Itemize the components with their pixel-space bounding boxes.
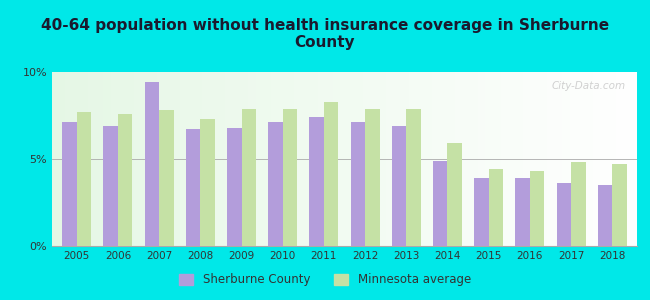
- Bar: [268, 122, 283, 246]
- Bar: [186, 129, 200, 246]
- Bar: [365, 109, 380, 246]
- Text: 40-64 population without health insurance coverage in Sherburne
County: 40-64 population without health insuranc…: [41, 18, 609, 50]
- Bar: [406, 109, 421, 246]
- Bar: [227, 128, 242, 246]
- Bar: [324, 102, 338, 246]
- Bar: [309, 117, 324, 246]
- Text: City-Data.com: City-Data.com: [551, 81, 625, 91]
- Bar: [530, 171, 544, 246]
- Bar: [145, 82, 159, 246]
- Bar: [118, 114, 133, 246]
- Bar: [598, 185, 612, 246]
- Bar: [283, 109, 297, 246]
- Bar: [159, 110, 174, 246]
- Bar: [571, 163, 586, 246]
- Bar: [103, 126, 118, 246]
- Bar: [515, 178, 530, 246]
- Bar: [242, 109, 256, 246]
- Bar: [392, 126, 406, 246]
- Bar: [351, 122, 365, 246]
- Legend: Sherburne County, Minnesota average: Sherburne County, Minnesota average: [174, 269, 476, 291]
- Bar: [433, 161, 447, 246]
- Bar: [489, 169, 503, 246]
- Bar: [556, 183, 571, 246]
- Bar: [612, 164, 627, 246]
- Bar: [474, 178, 489, 246]
- Bar: [447, 143, 462, 246]
- Bar: [77, 112, 91, 246]
- Bar: [62, 122, 77, 246]
- Bar: [200, 119, 214, 246]
